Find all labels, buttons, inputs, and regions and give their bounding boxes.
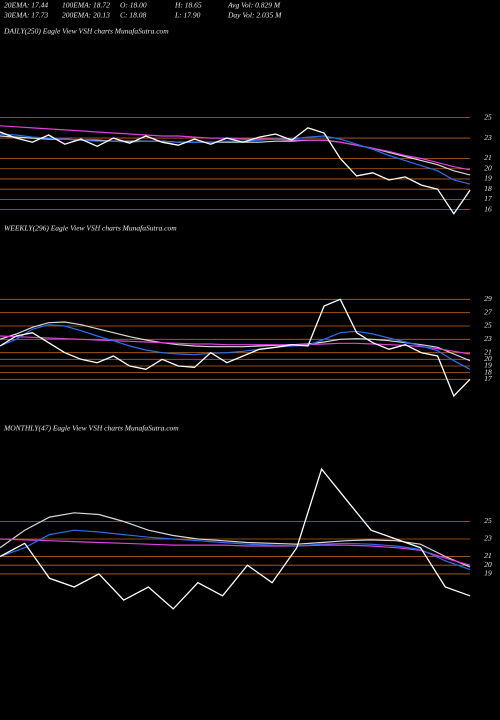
y-tick-label: 18 (484, 184, 492, 193)
y-tick-label: 23 (484, 334, 492, 343)
header-stat: 30EMA: 17.73 (3, 11, 48, 20)
series-line (0, 298, 471, 398)
y-tick-label: 20 (484, 354, 492, 363)
y-tick-label: 23 (484, 534, 492, 543)
header-stat: Avg Vol: 0.829 M (227, 1, 281, 10)
y-tick-label: 20 (484, 163, 492, 172)
panel-title: DAILY(250) Eagle View VSH charts MunafaS… (3, 27, 169, 36)
header-stat: Day Vol: 2.035 M (227, 11, 282, 20)
header-stat: 20EMA: 17.44 (4, 1, 48, 10)
y-tick-label: 19 (484, 361, 492, 370)
y-tick-label: 25 (484, 516, 492, 525)
y-tick-label: 18 (484, 367, 492, 376)
header-stat: 200EMA: 20.13 (62, 11, 110, 20)
series-line (0, 321, 471, 362)
y-tick-label: 29 (484, 294, 492, 303)
panel-title: MONTHLY(47) Eagle View VSH charts Munafa… (3, 424, 179, 433)
series-line (0, 512, 471, 568)
header-stat: L: 17.90 (174, 11, 201, 20)
series-line (0, 538, 471, 566)
y-tick-label: 16 (484, 204, 492, 213)
series-line (0, 529, 471, 571)
y-tick-label: 17 (484, 194, 492, 203)
series-line (0, 335, 471, 355)
y-tick-label: 21 (484, 347, 492, 356)
header-stat: H: 18.65 (174, 1, 202, 10)
panel-title: WEEKLY(296) Eagle View VSH charts Munafa… (4, 224, 177, 233)
header-stat: 100EMA: 18.72 (62, 1, 110, 10)
series-line (0, 467, 471, 610)
y-tick-label: 25 (484, 321, 492, 330)
y-tick-label: 17 (484, 374, 492, 383)
header-stat: O: 18.00 (120, 1, 147, 10)
y-tick-label: 21 (484, 551, 492, 560)
y-tick-label: 21 (484, 153, 492, 162)
y-tick-label: 19 (484, 569, 492, 578)
series-line (0, 127, 471, 215)
header-stat: C: 18.08 (120, 11, 147, 20)
y-tick-label: 20 (484, 560, 492, 569)
series-line (0, 324, 471, 370)
y-tick-label: 25 (484, 112, 492, 121)
y-tick-label: 19 (484, 174, 492, 183)
y-tick-label: 23 (484, 133, 492, 142)
y-tick-label: 27 (484, 307, 492, 316)
series-line (0, 125, 471, 171)
